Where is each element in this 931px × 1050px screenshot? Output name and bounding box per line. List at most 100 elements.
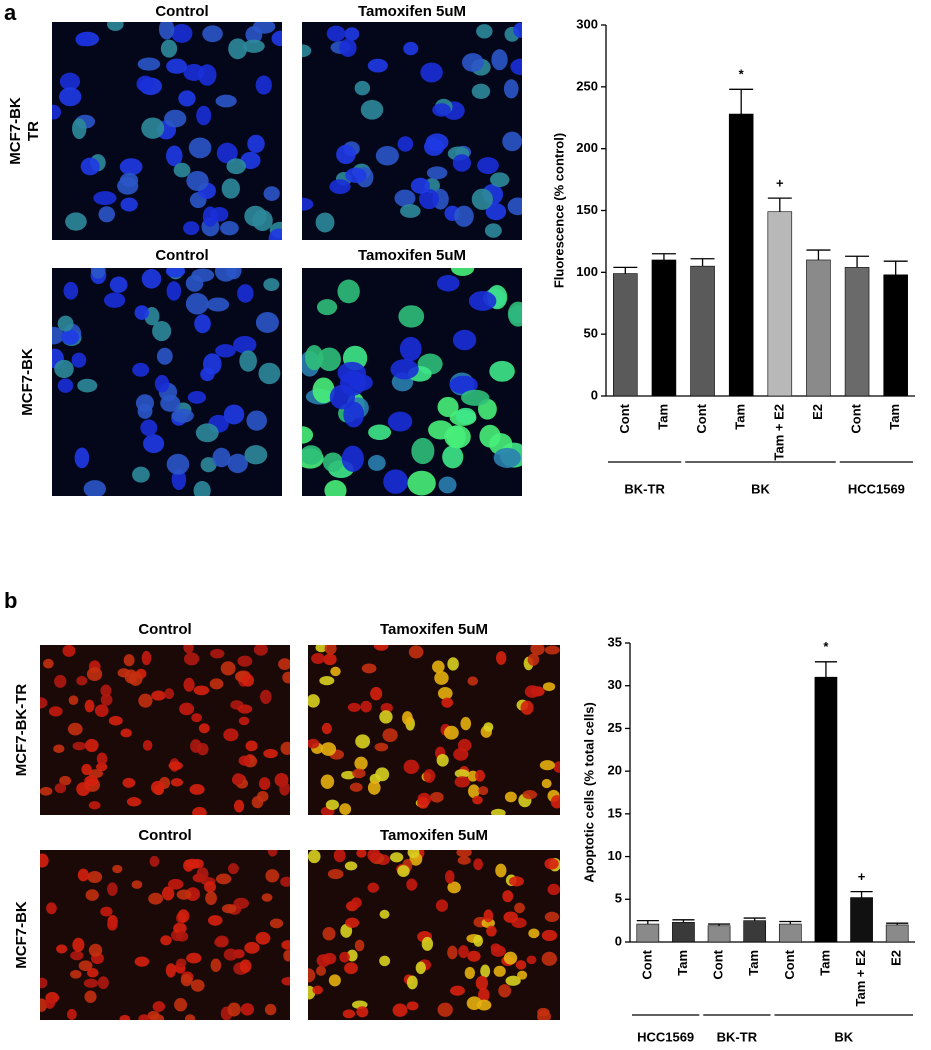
bar [844, 267, 870, 397]
cell [151, 690, 166, 701]
cell [339, 38, 357, 57]
cell [360, 99, 384, 120]
cell [452, 154, 471, 172]
cell [188, 137, 212, 159]
cell [179, 702, 195, 716]
row-label: TR [25, 121, 42, 141]
cell [432, 660, 445, 674]
cell [436, 753, 449, 767]
cell [233, 335, 257, 354]
cell [189, 783, 205, 795]
cell [198, 723, 210, 734]
cell [84, 990, 97, 1003]
cell [397, 865, 410, 877]
cell [356, 1006, 369, 1018]
cell [316, 954, 331, 967]
cell [40, 786, 53, 796]
cell [486, 925, 497, 937]
cell [148, 892, 163, 905]
cell [54, 783, 67, 794]
cell [134, 956, 150, 967]
cell [232, 773, 244, 785]
cell [72, 118, 87, 140]
cell [498, 984, 512, 998]
cell [355, 734, 371, 749]
cell [360, 700, 372, 713]
cell [57, 378, 74, 393]
cell [76, 675, 88, 686]
cell [150, 780, 165, 795]
x-tick-label: Cont [617, 403, 632, 433]
cell [204, 881, 217, 893]
cell [183, 652, 200, 666]
cell [483, 909, 494, 923]
cell [312, 985, 323, 995]
cell [67, 722, 83, 736]
cell [302, 426, 314, 444]
cell [241, 674, 254, 687]
cell [183, 221, 200, 236]
cell [165, 268, 186, 278]
cell [242, 39, 265, 53]
cell [282, 671, 290, 684]
y-tick-label: 30 [608, 677, 622, 692]
cell [447, 945, 458, 960]
bar [672, 922, 695, 943]
cell [96, 762, 108, 772]
y-tick-label: 0 [615, 933, 622, 948]
cell [54, 359, 74, 379]
cell [221, 903, 237, 914]
cell [171, 408, 194, 423]
column-title: Control [138, 621, 191, 638]
cell [215, 344, 236, 358]
cell [328, 974, 341, 987]
y-tick-label: 20 [608, 763, 622, 778]
cell [444, 425, 471, 449]
cell [349, 782, 363, 792]
cell [505, 975, 521, 986]
group-label: BK-TR [717, 1029, 758, 1044]
x-tick-label: Cont [639, 949, 654, 979]
cell [471, 83, 491, 99]
cell [379, 710, 393, 724]
cell [452, 329, 477, 351]
cell [464, 966, 475, 979]
cell [473, 934, 484, 947]
cell [461, 389, 490, 406]
cell [402, 711, 413, 726]
cell [329, 179, 351, 195]
panel-label: b [4, 588, 17, 613]
cell [108, 715, 123, 726]
cell [59, 72, 81, 91]
cells [40, 850, 290, 1020]
cell [478, 987, 490, 1002]
cell [87, 968, 99, 978]
cell [437, 687, 453, 700]
cell [72, 937, 85, 952]
cell [140, 419, 158, 437]
cell [138, 693, 153, 708]
cell [263, 748, 278, 759]
cell [484, 223, 502, 238]
cell [426, 166, 448, 180]
cell [160, 394, 181, 412]
cell [283, 949, 290, 962]
cell [215, 873, 232, 885]
cell [406, 975, 418, 990]
cell [186, 170, 209, 192]
x-tick-label: Tam [655, 404, 670, 430]
cell [507, 301, 522, 327]
bar [707, 925, 731, 943]
cell [206, 297, 230, 312]
cell [490, 943, 501, 952]
cell [493, 447, 521, 468]
micrograph-bg [40, 850, 290, 1020]
group-label: BK [834, 1029, 853, 1044]
cell [455, 407, 476, 425]
cell [279, 781, 290, 796]
cell [251, 795, 264, 809]
cell [471, 188, 493, 210]
cell [382, 728, 398, 743]
cell [399, 336, 422, 362]
